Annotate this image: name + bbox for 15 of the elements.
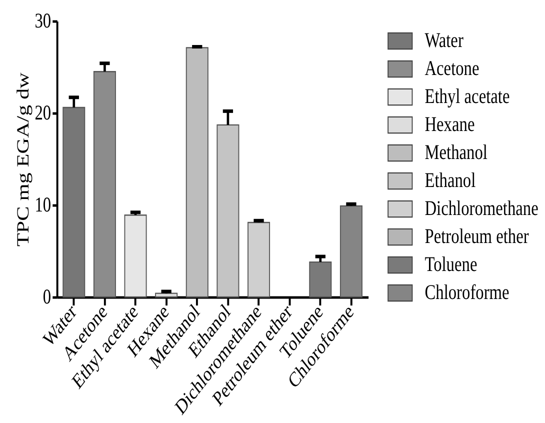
- y-tick-label: 30: [34, 10, 52, 34]
- legend-label: Petroleum ether: [424, 225, 530, 249]
- legend-label: Methanol: [424, 141, 488, 165]
- y-tick-label: 20: [34, 102, 52, 126]
- legend-label: Chloroforme: [424, 281, 510, 305]
- y-tick-label: 10: [34, 194, 52, 218]
- legend-label: Water: [424, 29, 464, 53]
- y-axis-title: TPC mg EGA/g dw: [14, 72, 33, 247]
- legend-label: Hexane: [424, 113, 475, 137]
- legend-label: Acetone: [424, 57, 480, 81]
- legend-label: Dichloromethane: [424, 197, 538, 221]
- legend-label: Ethyl acetate: [424, 85, 510, 109]
- y-tick-label: 0: [42, 286, 52, 310]
- legend-label: Ethanol: [424, 169, 476, 193]
- legend-label: Toluene: [424, 253, 478, 277]
